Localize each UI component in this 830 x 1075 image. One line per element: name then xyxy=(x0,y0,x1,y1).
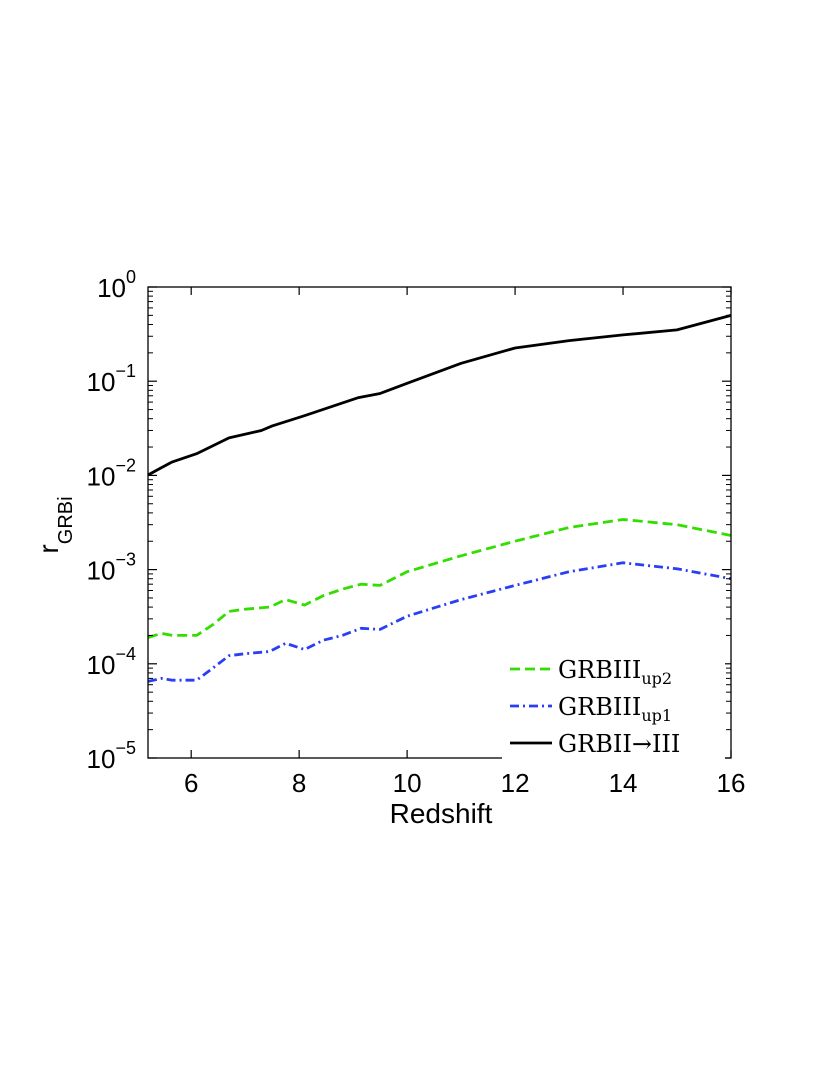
y-tick-label: 10−5 xyxy=(87,738,136,774)
legend-box xyxy=(502,649,725,768)
legend-label-0: GRBIIIup2 xyxy=(558,656,672,688)
x-axis-label: Redshift xyxy=(390,798,493,829)
axes-frame xyxy=(147,286,732,759)
x-tick-label: 6 xyxy=(184,768,198,798)
y-axis-label: rGRBi xyxy=(33,496,77,553)
y-tick-label: 100 xyxy=(97,267,136,303)
y-tick-label: 10−1 xyxy=(87,361,136,397)
x-tick-label: 10 xyxy=(393,768,422,798)
y-tick-label: 10−4 xyxy=(87,644,136,680)
y-axis-label-sub: GRBi xyxy=(55,496,77,544)
legend: GRBIIIup2 GRBIIIup1 GRBII→III xyxy=(502,649,725,768)
x-tick-label: 8 xyxy=(292,768,306,798)
x-tick-label: 16 xyxy=(717,768,746,798)
axes: 6 8 10 12 14 16 10−5 10−4 10−3 10−2 10−1 100 xyxy=(87,267,746,798)
plot-area xyxy=(147,314,732,683)
y-tick-label: 10−2 xyxy=(87,455,136,491)
x-tick-label: 12 xyxy=(501,768,530,798)
y-axis-label-main: r xyxy=(33,544,64,553)
legend-label-1: GRBIIIup1 xyxy=(558,693,672,725)
y-tick-label: 10−3 xyxy=(87,550,136,586)
series-line-0 xyxy=(147,518,732,639)
legend-label-2: GRBII→III xyxy=(558,730,680,758)
x-tick-label: 14 xyxy=(609,768,638,798)
series-line-2 xyxy=(147,314,732,477)
